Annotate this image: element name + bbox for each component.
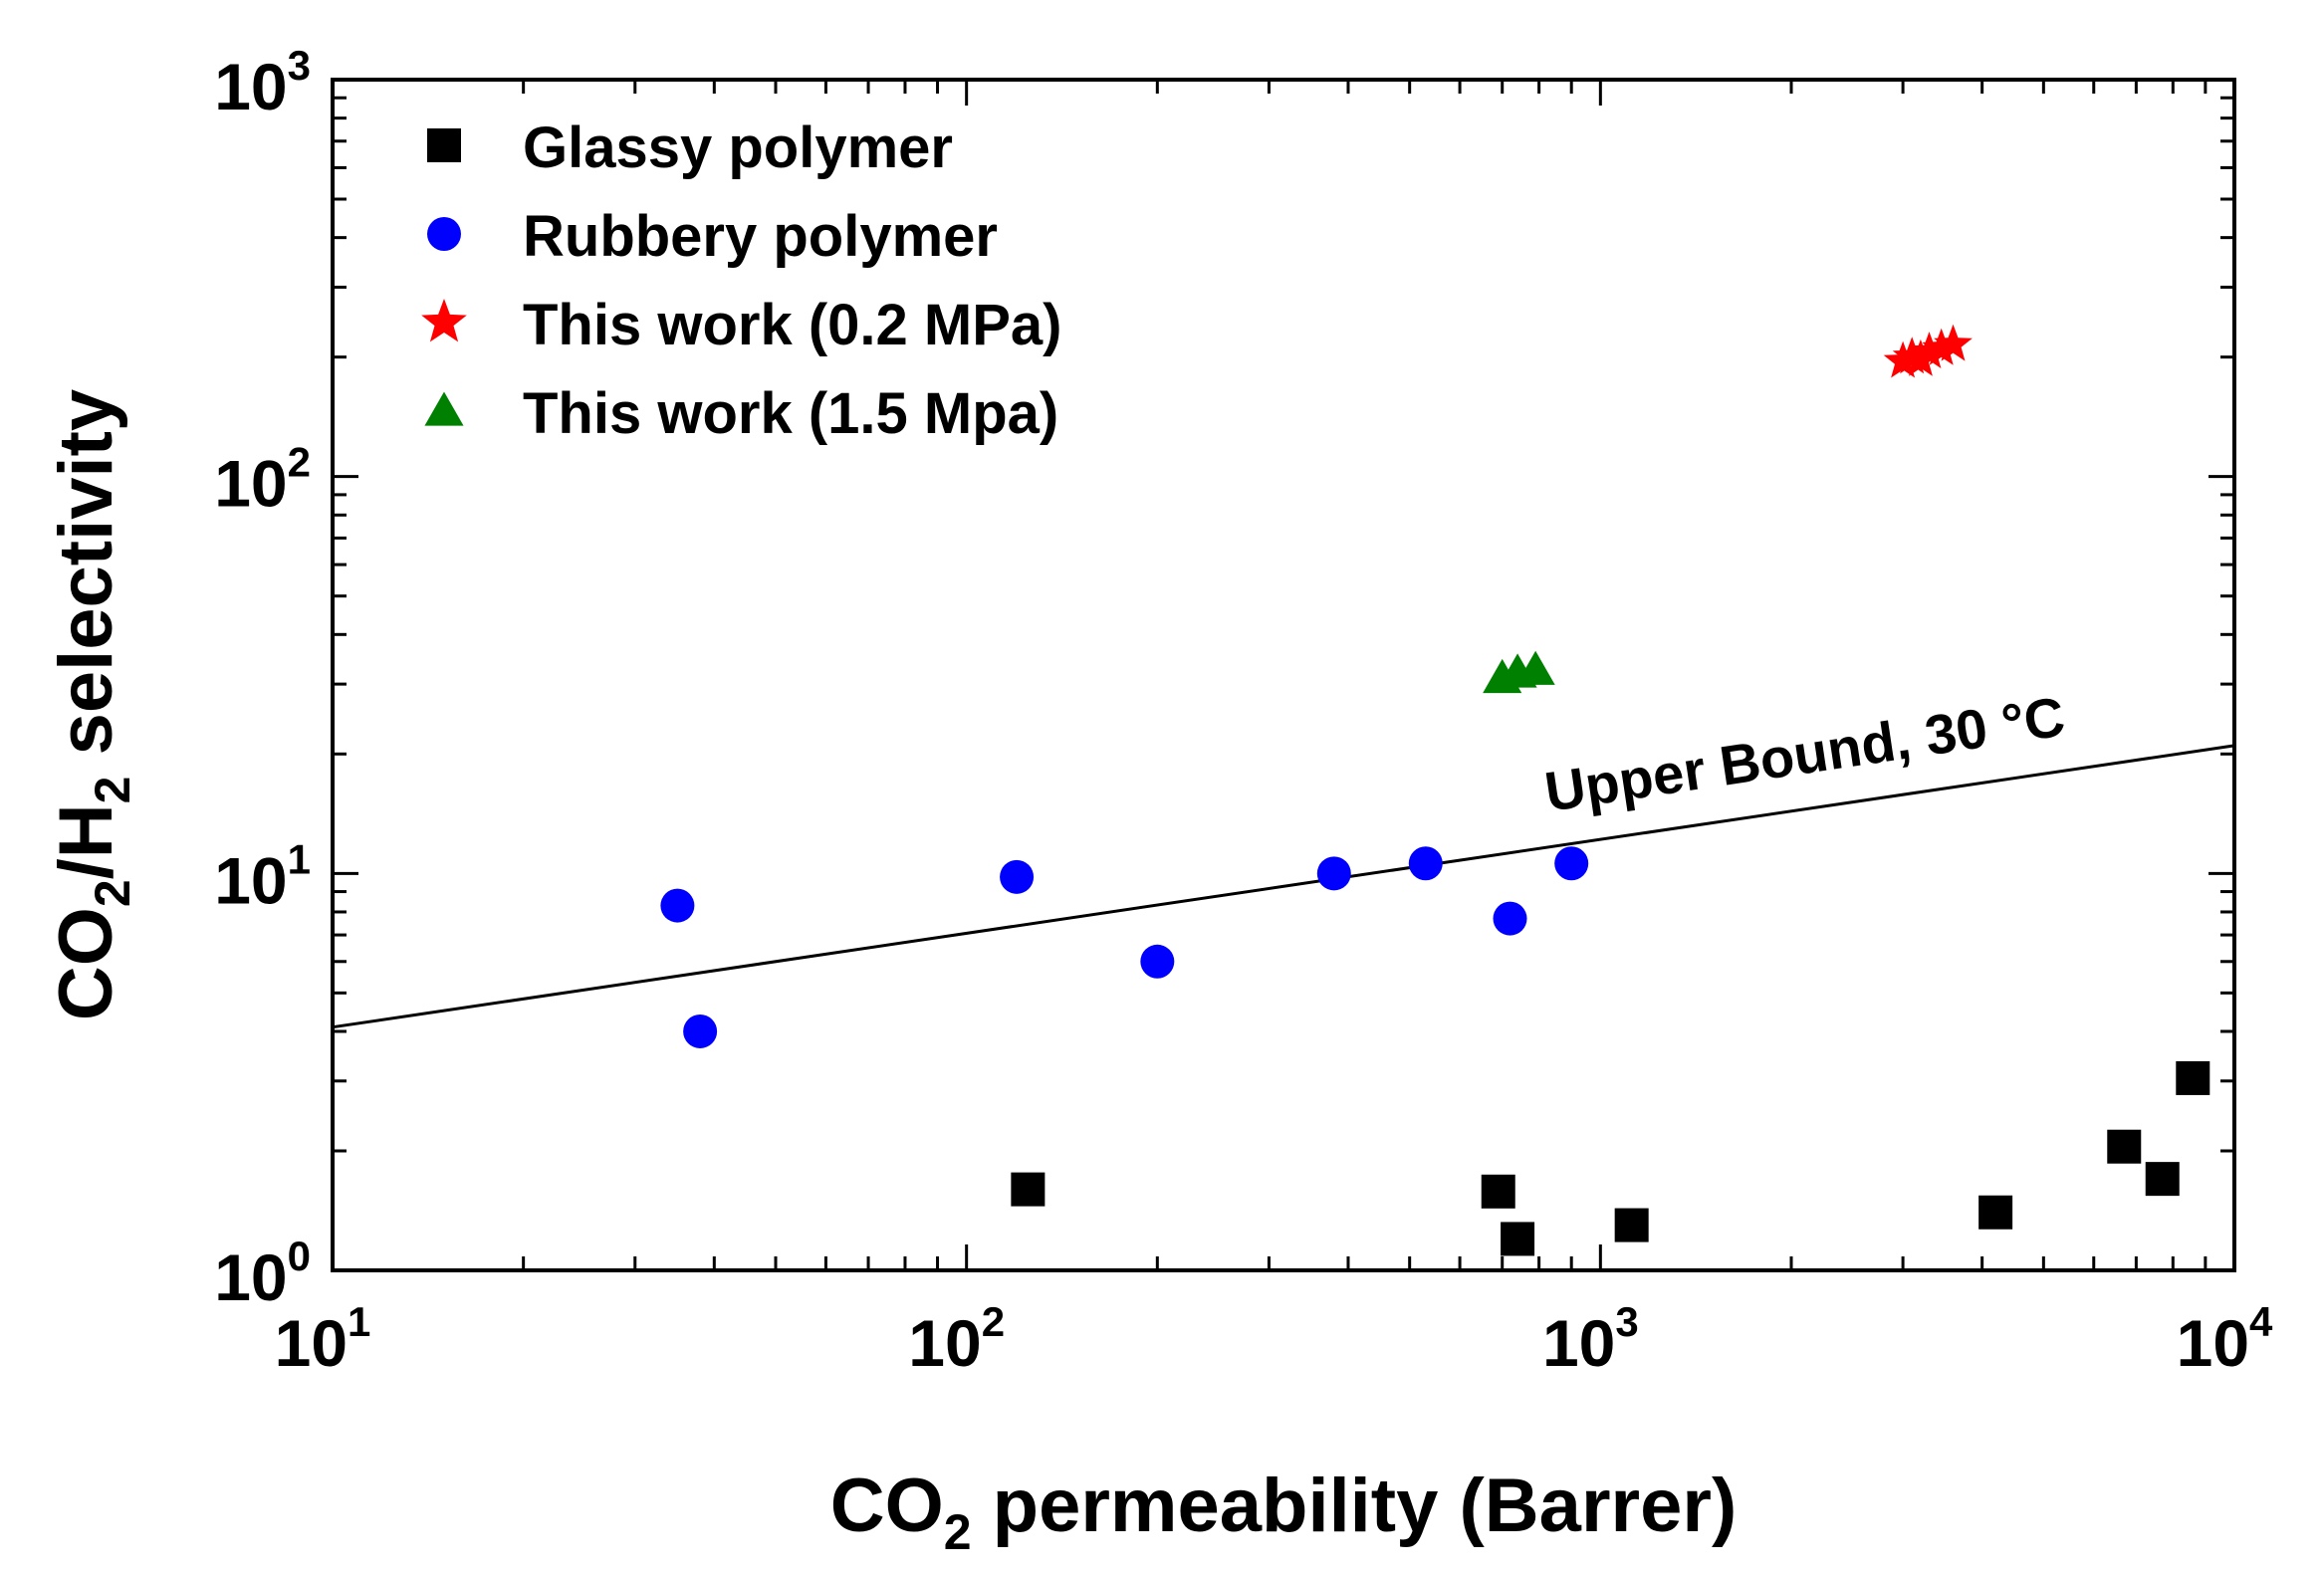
data-point-rubbery-polymer bbox=[1493, 901, 1527, 936]
x-axis-title: CO2 permeability (Barrer) bbox=[830, 1464, 1738, 1560]
y-axis-title: CO2/H2 selectivity bbox=[44, 389, 140, 1020]
x-tick-label: 101 bbox=[275, 1298, 371, 1380]
legend: Glassy polymer Rubbery polymer This work (… bbox=[421, 115, 1061, 446]
y-axis-title-sub2: 2 bbox=[85, 777, 140, 804]
data-point-glassy-polymer bbox=[1978, 1195, 2013, 1230]
data-point-this-work-1-5-mpa bbox=[1515, 650, 1555, 685]
y-axis-title-sub1: 2 bbox=[85, 879, 140, 907]
upper-bound-line bbox=[332, 744, 2235, 1029]
y-axis-title-post: selectivity bbox=[44, 389, 128, 777]
x-tick-label: 104 bbox=[2177, 1298, 2273, 1380]
data-point-rubbery-polymer bbox=[660, 888, 695, 923]
data-point-rubbery-polymer bbox=[1316, 856, 1351, 891]
data-series bbox=[332, 324, 2235, 1256]
x-axis-title-post: permeability (Barrer) bbox=[972, 1464, 1738, 1548]
y-tick-label: 100 bbox=[214, 1233, 311, 1314]
data-point-glassy-polymer bbox=[2107, 1129, 2142, 1164]
plot-frame bbox=[331, 78, 2236, 1272]
data-point-rubbery-polymer bbox=[1554, 846, 1589, 881]
x-tick-label: 102 bbox=[908, 1298, 1005, 1380]
x-tick-label: 103 bbox=[1542, 1298, 1639, 1380]
data-point-this-work-0-2-mpa bbox=[1922, 328, 1962, 365]
legend-label: Glassy polymer bbox=[523, 115, 953, 180]
y-tick-label: 102 bbox=[214, 439, 311, 521]
data-point-this-work-0-2-mpa bbox=[1910, 332, 1949, 368]
data-point-this-work-0-2-mpa bbox=[1883, 340, 1923, 378]
y-axis-title-pre: CO bbox=[44, 907, 128, 1020]
upper-bound-label: Upper Bound, 30 °C bbox=[1541, 684, 2069, 822]
data-point-glassy-polymer bbox=[1481, 1174, 1515, 1209]
data-point-rubbery-polymer bbox=[1408, 846, 1443, 881]
x-axis-title-sub: 2 bbox=[944, 1504, 972, 1560]
data-point-rubbery-polymer bbox=[1000, 859, 1035, 894]
data-point-this-work-0-2-mpa bbox=[1934, 324, 1973, 361]
data-point-glassy-polymer bbox=[1011, 1172, 1046, 1207]
data-point-glassy-polymer bbox=[2176, 1060, 2210, 1095]
legend-marker bbox=[427, 217, 461, 251]
legend-marker bbox=[427, 128, 461, 162]
legend-marker bbox=[421, 299, 467, 342]
y-axis-title-mid: /H bbox=[44, 803, 128, 879]
data-point-rubbery-polymer bbox=[683, 1014, 718, 1048]
y-tick-label: 101 bbox=[214, 835, 311, 917]
legend-label: Rubbery polymer bbox=[523, 204, 998, 269]
y-tick-label: 103 bbox=[214, 42, 311, 123]
data-point-glassy-polymer bbox=[1614, 1208, 1649, 1242]
legend-marker bbox=[424, 391, 464, 426]
legend-label: This work (0.2 MPa) bbox=[523, 293, 1061, 357]
data-point-rubbery-polymer bbox=[1140, 944, 1175, 979]
x-axis-title-pre: CO bbox=[830, 1464, 944, 1548]
legend-label: This work (1.5 Mpa) bbox=[523, 381, 1058, 446]
data-point-glassy-polymer bbox=[2145, 1162, 2180, 1197]
data-point-glassy-polymer bbox=[1501, 1222, 1535, 1256]
